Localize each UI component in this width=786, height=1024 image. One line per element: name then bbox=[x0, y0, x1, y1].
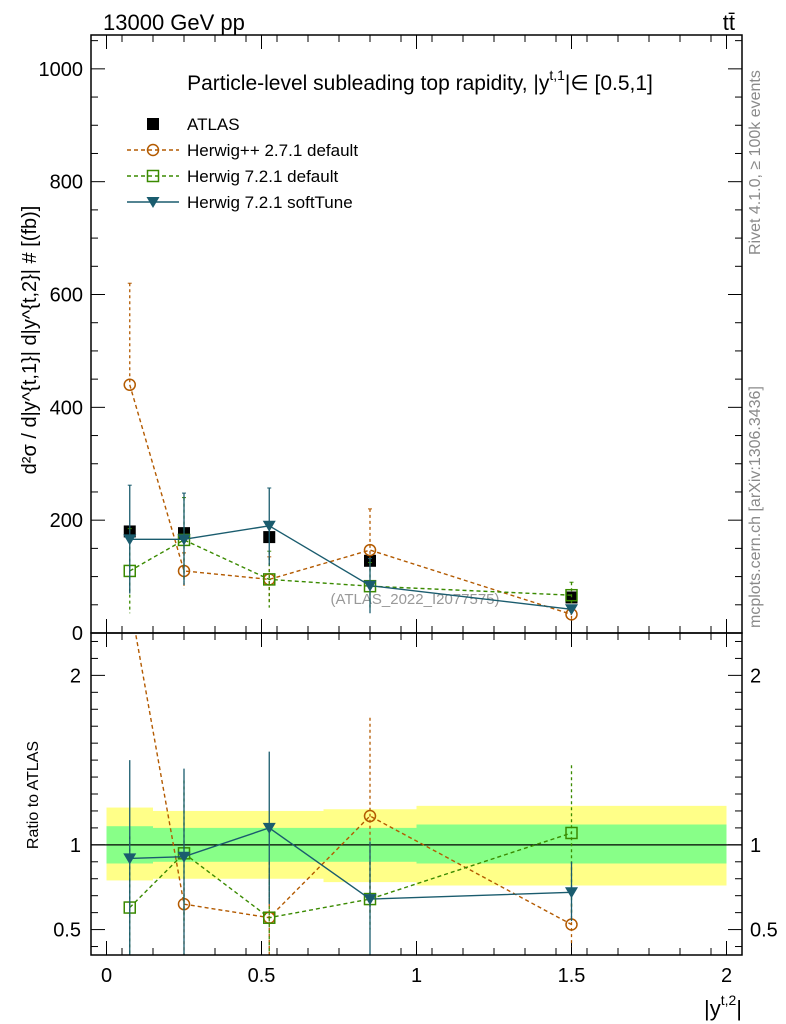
x-tick-label: 1.5 bbox=[558, 965, 586, 987]
x-tick-label: 0.5 bbox=[248, 965, 276, 987]
main-y-tick-label: 1000 bbox=[39, 59, 84, 81]
herwig-7-2-1-default-point bbox=[565, 588, 578, 602]
herwig-7-2-1-default-ratio-point bbox=[565, 826, 578, 840]
herwig-7-2-1-default-line bbox=[129, 539, 572, 596]
legend-herwig-7-2-1-softtune-marker bbox=[146, 197, 160, 208]
main-y-tick-label: 200 bbox=[50, 510, 83, 532]
herwig-2-7-1-default-ratio-point bbox=[363, 809, 377, 823]
ratio-uncertainty-bands bbox=[91, 805, 742, 886]
legend-herwig-7-2-1-softtune-label: Herwig 7.2.1 softTune bbox=[187, 193, 353, 212]
axes: 0 200 400 600 800 1000 0.5 0.5 1 1 2 2 0 0.5 1 1.5 2 bbox=[39, 35, 778, 987]
herwig-7-2-1-softtune-ratio-point bbox=[262, 822, 276, 834]
main-panel-series bbox=[123, 282, 578, 621]
legend-atlas-marker bbox=[147, 118, 159, 130]
ratio-y-tick-label: 0.5 bbox=[53, 920, 81, 942]
ratio-panel-series bbox=[123, 633, 578, 955]
herwig-7-2-1-softtune-point bbox=[565, 604, 578, 616]
energy-label: 13000 GeV pp bbox=[103, 10, 245, 35]
legend-atlas-label: ATLAS bbox=[187, 115, 240, 134]
herwig-7-2-1-softtune-ratio-point bbox=[363, 894, 377, 906]
x-tick-label: 1 bbox=[411, 965, 422, 987]
legend-herwig-2-7-1-default-label: Herwig++ 2.7.1 default bbox=[187, 141, 358, 160]
herwig-2-7-1-default-point bbox=[123, 378, 136, 392]
chart-title: Particle-level subleading top rapidity, … bbox=[187, 67, 653, 95]
herwig-7-2-1-default-ratio-point bbox=[263, 911, 276, 924]
herwig-7-2-1-softtune-point bbox=[363, 580, 377, 592]
mcplots-label: mcplots.cern.ch [arXiv:1306.3436] bbox=[747, 386, 764, 628]
herwig-7-2-1-default-ratio-line bbox=[129, 832, 572, 919]
herwig-2-7-1-default-line bbox=[129, 384, 572, 616]
herwig-7-2-1-softtune-ratio-point bbox=[565, 887, 578, 899]
ratio-y-tick-label: 2 bbox=[70, 665, 81, 687]
ratio-y-tick-label-right: 0.5 bbox=[750, 920, 778, 942]
ratio-y-tick-label: 1 bbox=[70, 835, 81, 857]
legend-herwig-7-2-1-default-marker bbox=[146, 169, 160, 183]
herwig-7-2-1-softtune-point bbox=[123, 534, 137, 546]
herwig-7-2-1-softtune-ratio-point bbox=[177, 851, 191, 863]
main-y-tick-label: 600 bbox=[50, 285, 83, 307]
x-axis-label: |yt,2| bbox=[704, 992, 742, 1021]
process-label: tt̄ bbox=[723, 10, 735, 35]
legend-herwig-2-7-1-default-marker bbox=[146, 143, 160, 157]
data-series bbox=[123, 282, 578, 955]
main-y-tick-label: 800 bbox=[50, 172, 83, 194]
legend-herwig-7-2-1-default-label: Herwig 7.2.1 default bbox=[187, 167, 338, 186]
main-y-tick-label: 400 bbox=[50, 397, 83, 419]
legend: ATLAS Herwig++ 2.7.1 default Herwig 7.2.1 … bbox=[127, 115, 358, 212]
herwig-7-2-1-default-point bbox=[263, 573, 276, 586]
herwig-7-2-1-softtune-ratio-point bbox=[123, 853, 137, 865]
ratio-y-axis-label: Ratio to ATLAS bbox=[25, 741, 42, 849]
ratio-y-tick-label-right: 2 bbox=[750, 665, 761, 687]
ratio-y-tick-label-right: 1 bbox=[750, 835, 761, 857]
analysis-watermark: (ATLAS_2022_I2077575) bbox=[330, 591, 499, 608]
ratio-panel-frame bbox=[90, 632, 743, 956]
herwig-2-7-1-default-point bbox=[363, 543, 377, 557]
plot-frames bbox=[90, 34, 743, 956]
herwig-7-2-1-softtune-point bbox=[262, 520, 276, 532]
x-tick-label: 0 bbox=[101, 965, 112, 987]
main-y-tick-label: 0 bbox=[72, 623, 83, 645]
x-tick-label: 2 bbox=[721, 965, 732, 987]
herwig-7-2-1-softtune-point bbox=[177, 534, 191, 546]
main-y-axis-label: d²σ / d|y^{t,1}| d|y^{t,2}| # [(fb)] bbox=[19, 206, 41, 475]
rivet-label: Rivet 4.1.0, ≥ 100k events bbox=[747, 70, 764, 255]
